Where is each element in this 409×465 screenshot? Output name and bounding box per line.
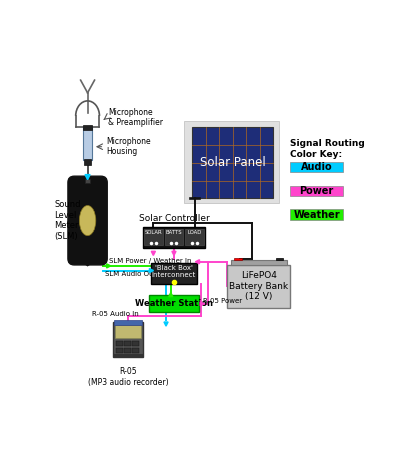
Bar [185,229,204,245]
Bar [116,348,123,353]
Polygon shape [85,174,90,179]
Text: SLM Power / Weather In: SLM Power / Weather In [109,258,192,264]
Bar [290,162,343,172]
Bar [85,179,90,184]
Polygon shape [200,302,204,306]
Polygon shape [107,264,111,268]
Polygon shape [164,322,168,326]
Bar [124,348,131,353]
Text: LOAD: LOAD [187,230,202,235]
Text: Sound
Level
Meter
(SLM): Sound Level Meter (SLM) [54,200,81,241]
Bar [132,341,139,346]
Text: Solar Controller: Solar Controller [139,214,209,223]
Text: Microphone
& Preamplifier: Microphone & Preamplifier [108,108,163,127]
Text: R-05 Power: R-05 Power [203,299,243,305]
Text: Weather: Weather [293,210,340,219]
Text: Weather Station: Weather Station [135,299,213,308]
Text: LiFePO4
Battery Bank
(12 V): LiFePO4 Battery Bank (12 V) [229,272,288,301]
Text: R-05
(MP3 audio recorder): R-05 (MP3 audio recorder) [88,367,169,387]
Polygon shape [151,251,155,255]
Text: Signal Routing
Color Key:: Signal Routing Color Key: [290,140,365,159]
Bar [164,229,183,245]
Text: Power: Power [299,186,334,196]
Polygon shape [74,257,101,266]
Polygon shape [169,292,173,297]
Bar [151,263,197,284]
Polygon shape [196,260,200,264]
Text: R-05 Audio In: R-05 Audio In [92,311,139,317]
Bar [290,186,343,196]
Bar [149,295,198,312]
Text: 'Black Box'
Interconnect: 'Black Box' Interconnect [152,265,196,278]
Bar [114,320,142,325]
Polygon shape [149,268,153,272]
Bar [115,325,141,338]
Bar [143,227,205,247]
Text: BATTS: BATTS [166,230,182,235]
Bar [227,265,290,308]
Text: SOLAR: SOLAR [144,230,162,235]
Ellipse shape [79,206,96,236]
Bar [234,258,242,260]
Bar [132,348,139,353]
Text: Microphone
Housing: Microphone Housing [106,137,151,156]
Polygon shape [172,251,176,255]
Bar [231,260,287,265]
Bar [83,125,92,130]
Bar [113,322,143,357]
Bar [276,258,283,260]
Text: Solar Panel: Solar Panel [200,156,265,169]
FancyBboxPatch shape [68,176,107,265]
Bar [83,127,92,160]
Bar [184,121,279,203]
Bar [84,159,91,165]
Text: Audio: Audio [301,162,333,172]
Bar [290,209,343,219]
Text: SLM Audio Out: SLM Audio Out [105,271,156,277]
Bar [144,229,163,245]
Bar [113,354,143,357]
Bar [192,127,273,199]
Bar [124,341,131,346]
Bar [116,341,123,346]
